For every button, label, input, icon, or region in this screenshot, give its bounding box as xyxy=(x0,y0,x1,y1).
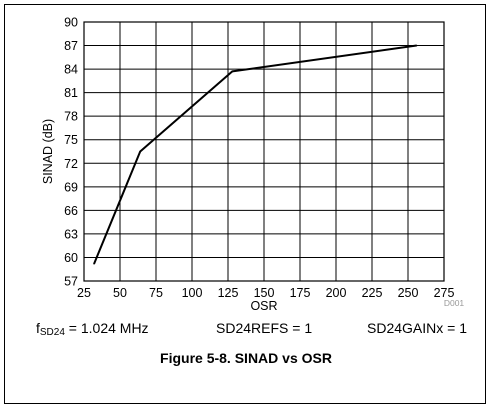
tick-labels: 25 50 75 100 125 150 175 200 225 250 275 90 87 84 81 78… xyxy=(64,16,454,301)
y-tick-label: 63 xyxy=(64,227,78,241)
x-tick-label: 100 xyxy=(182,286,203,300)
data-point xyxy=(231,70,234,73)
data-point xyxy=(139,150,141,153)
f-subscript: SD24 xyxy=(39,327,65,338)
plot-area xyxy=(83,21,445,282)
refs-condition: SD24REFS = 1 xyxy=(216,320,313,336)
gain-condition: SD24GAINx = 1 xyxy=(367,320,467,336)
y-tick-label: 84 xyxy=(64,63,78,77)
y-tick-label: 81 xyxy=(64,86,78,100)
f-symbol: f xyxy=(36,320,40,336)
y-tick-label: 60 xyxy=(64,251,78,265)
x-tick-label: 225 xyxy=(362,286,383,300)
gridlines xyxy=(83,21,445,282)
x-tick-label: 250 xyxy=(398,286,419,300)
y-tick-label: 78 xyxy=(64,110,78,124)
y-tick-label: 75 xyxy=(64,133,78,147)
y-axis-title: SINAD (dB) xyxy=(41,119,55,184)
y-tick-label: 66 xyxy=(64,204,78,218)
y-tick-label: 57 xyxy=(64,275,78,289)
data-point xyxy=(415,44,418,47)
sinad-series-line xyxy=(93,44,417,265)
data-series xyxy=(93,44,418,265)
x-tick-label: 200 xyxy=(326,286,347,300)
x-tick-label: 50 xyxy=(113,286,127,300)
y-tick-label: 87 xyxy=(64,39,78,53)
data-point xyxy=(93,262,95,265)
figure-code: D001 xyxy=(444,298,465,308)
x-tick-label: 150 xyxy=(254,286,275,300)
figure-caption: Figure 5-8. SINAD vs OSR xyxy=(160,350,332,366)
x-tick-label: 75 xyxy=(149,286,163,300)
y-tick-label: 69 xyxy=(64,180,78,194)
x-axis-title: OSR xyxy=(250,299,277,313)
sampling-frequency-condition: fSD24 = 1.024 MHz xyxy=(36,320,149,338)
x-tick-label: 175 xyxy=(290,286,311,300)
y-tick-label: 72 xyxy=(64,157,78,171)
f-value: = 1.024 MHz xyxy=(64,320,149,336)
y-tick-label: 90 xyxy=(64,16,78,30)
x-tick-label: 125 xyxy=(218,286,239,300)
x-tick-label: 275 xyxy=(434,286,455,300)
x-tick-label: 25 xyxy=(77,286,91,300)
